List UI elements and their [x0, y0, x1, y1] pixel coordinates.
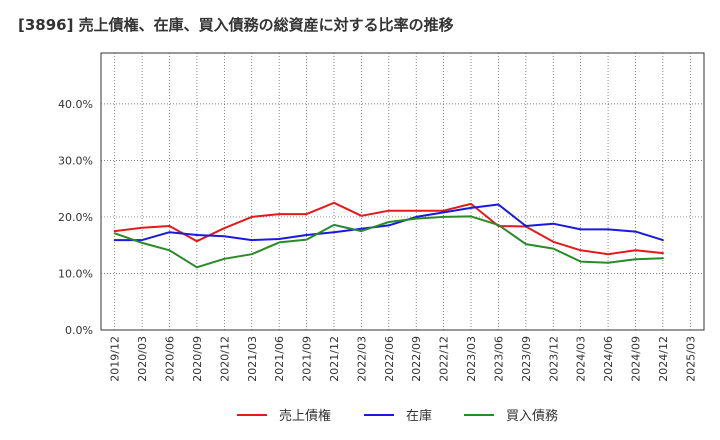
series-2-point	[580, 228, 582, 230]
y-tick-label: 20.0%	[58, 211, 93, 224]
x-tick-label: 2025/03	[684, 336, 697, 382]
series-2-point	[141, 239, 143, 241]
series-3-point	[607, 262, 609, 264]
series-1-point	[580, 249, 582, 251]
series-1-point	[168, 225, 171, 227]
x-tick-label: 2020/03	[136, 336, 149, 382]
series-2-point	[607, 228, 609, 230]
x-tick-label: 2021/09	[301, 336, 314, 382]
series-3-point	[634, 258, 637, 260]
y-axis-ticks: 0.0% 10.0% 20.0% 30.0% 40.0%	[58, 98, 93, 337]
series-2-point	[634, 231, 637, 233]
legend: 売上債権 在庫 買入債務	[237, 408, 558, 424]
legend-label-1: 売上債権	[279, 408, 331, 424]
series-3-point	[251, 253, 253, 255]
series-3-point	[278, 241, 280, 243]
series-3-point	[497, 224, 499, 226]
series-3-point	[223, 258, 225, 260]
legend-label-2: 在庫	[406, 409, 432, 424]
series-3-point	[388, 221, 390, 223]
series-1-point	[306, 213, 308, 215]
series-3-point	[580, 261, 582, 263]
x-tick-label: 2023/03	[465, 336, 478, 382]
series-2-point	[552, 223, 554, 225]
series-1-point	[278, 213, 280, 215]
series-1-point	[141, 227, 143, 229]
x-tick-label: 2021/03	[246, 336, 259, 382]
series-1-point	[470, 203, 472, 205]
series-3-point	[196, 266, 198, 268]
series-3-point	[333, 224, 335, 226]
series-2-point	[662, 239, 664, 241]
series-1-point	[360, 215, 362, 217]
series-2-point	[443, 211, 445, 213]
series-3-point	[525, 243, 527, 245]
series-2-point	[497, 203, 499, 206]
series-3-point	[662, 257, 664, 259]
series-1-point	[552, 241, 554, 243]
series-3-point	[470, 215, 472, 217]
chart-title: [3896] 売上債権、在庫、買入債務の総資産に対する比率の推移	[18, 16, 454, 34]
x-tick-label: 2023/12	[547, 336, 560, 382]
series-2-point	[168, 231, 171, 233]
plot-area	[100, 52, 705, 331]
x-tick-label: 2024/09	[629, 336, 642, 382]
series-2-point	[525, 225, 527, 227]
x-tick-label: 2024/06	[602, 336, 615, 382]
series-1-point	[196, 240, 198, 242]
series-2-point	[415, 216, 417, 218]
x-tick-label: 2020/06	[164, 336, 177, 382]
series-3-point	[552, 248, 554, 250]
x-tick-label: 2021/12	[328, 336, 341, 382]
y-tick-label: 10.0%	[58, 267, 93, 280]
x-tick-label: 2022/03	[355, 336, 368, 382]
series-3-point	[360, 230, 362, 232]
series-2-point	[360, 228, 362, 230]
x-tick-label: 2019/12	[109, 336, 122, 382]
x-tick-label: 2020/12	[218, 336, 231, 382]
x-tick-label: 2020/09	[191, 336, 204, 382]
series-3-point	[141, 242, 143, 244]
series-1-point	[443, 210, 445, 212]
y-tick-label: 40.0%	[58, 98, 93, 111]
series-1-point	[251, 216, 253, 218]
series-2-point	[114, 239, 116, 241]
y-tick-label: 0.0%	[65, 324, 93, 337]
y-tick-label: 30.0%	[58, 154, 93, 167]
series-3-point	[443, 216, 445, 218]
series-lines	[113, 201, 664, 269]
series-3-point	[306, 239, 308, 241]
x-tick-label: 2022/06	[383, 336, 396, 382]
series-1-point	[607, 253, 609, 255]
series-1-point	[333, 202, 335, 204]
x-tick-label: 2023/09	[520, 336, 533, 382]
series-2-point	[306, 234, 308, 236]
legend-label-3: 買入債務	[506, 409, 558, 424]
x-axis-ticks: 2019/12 2020/03 2020/06 2020/09 2020/12 2021/…	[109, 336, 698, 382]
series-2-point	[251, 239, 253, 241]
x-tick-label: 2021/06	[273, 336, 286, 382]
x-tick-label: 2024/12	[657, 336, 670, 382]
x-tick-label: 2022/12	[438, 336, 451, 382]
series-1-point	[223, 227, 225, 229]
x-tick-label: 2023/06	[492, 336, 505, 382]
series-3-point	[415, 218, 417, 220]
series-2-point	[388, 224, 390, 226]
series-3-point	[114, 232, 116, 234]
series-1-point	[388, 210, 390, 212]
series-1-point	[415, 210, 417, 212]
series-2-point	[278, 238, 280, 240]
grid-vertical	[114, 53, 691, 330]
series-1-point	[634, 249, 637, 251]
series-2-point	[333, 231, 335, 233]
series-2-point	[196, 234, 198, 236]
series-3-point	[168, 249, 171, 251]
series-1-point	[114, 230, 116, 232]
series-1-point	[662, 252, 664, 254]
x-tick-label: 2022/09	[410, 336, 423, 382]
series-2-point	[470, 207, 472, 209]
x-tick-label: 2024/03	[575, 336, 588, 382]
series-2-point	[223, 235, 225, 237]
